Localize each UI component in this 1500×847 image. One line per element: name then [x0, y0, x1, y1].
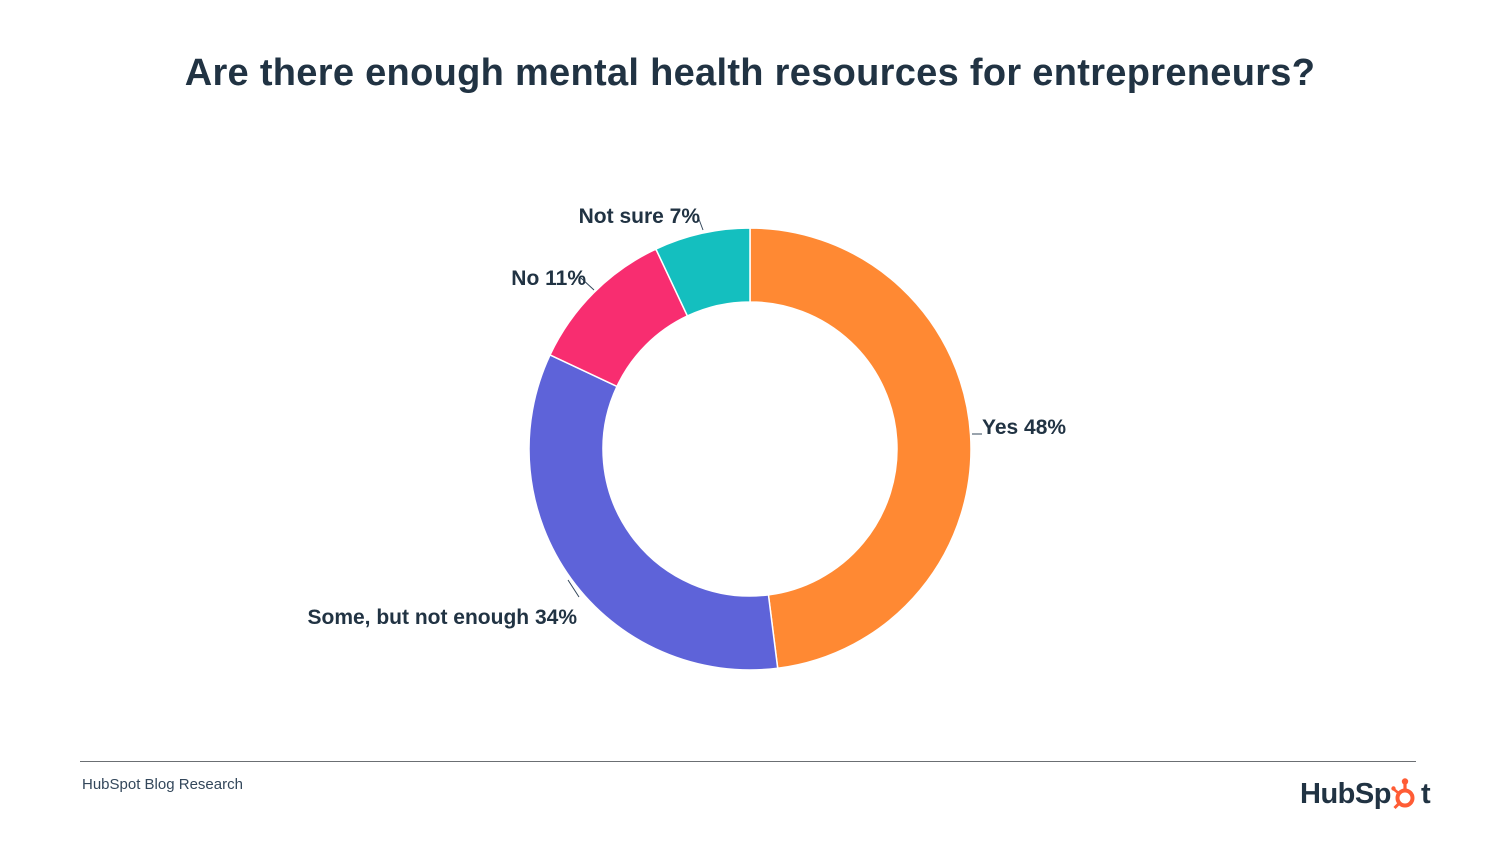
- data-label: No 11%: [511, 267, 586, 290]
- slice-some-but-not-enough: [528, 353, 779, 671]
- slice-not-sure: [654, 227, 751, 317]
- footer-divider: [80, 761, 1416, 762]
- chart-title: Are there enough mental health resources…: [184, 52, 1316, 94]
- sprocket-icon: [1391, 778, 1415, 810]
- slice-yes: [749, 227, 972, 670]
- brand-text-left: HubSp: [1300, 777, 1391, 810]
- hubspot-logo: HubSp t: [1300, 774, 1431, 814]
- data-label: Some, but not enough 34%: [307, 606, 577, 629]
- data-label: Yes 48%: [982, 416, 1066, 439]
- leader-line: [580, 277, 595, 291]
- source-note: HubSpot Blog Research: [82, 776, 243, 793]
- brand-text-right: t: [1420, 777, 1431, 810]
- data-label: Not sure 7%: [579, 205, 701, 228]
- leader-line: [567, 579, 580, 598]
- leader-line: [696, 213, 704, 231]
